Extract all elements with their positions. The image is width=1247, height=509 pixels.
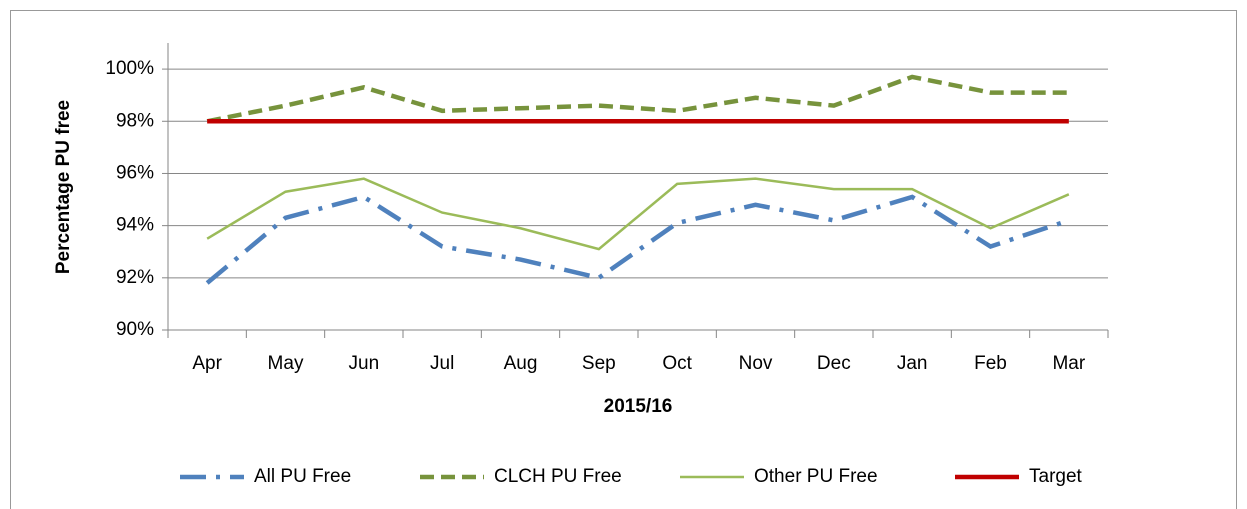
x-tick-label: Jan bbox=[897, 353, 928, 374]
x-tick-label: Jun bbox=[349, 353, 380, 374]
x-tick-label: Oct bbox=[662, 353, 692, 374]
x-tick-label: May bbox=[268, 353, 304, 374]
x-axis-label: 2015/16 bbox=[604, 396, 673, 417]
legend-label: All PU Free bbox=[254, 466, 351, 487]
series-line bbox=[206, 177, 1070, 251]
x-tick-label: Mar bbox=[1052, 353, 1085, 374]
y-tick-label: 96% bbox=[116, 162, 154, 183]
legend-label: Other PU Free bbox=[754, 466, 878, 487]
x-tick-label: Feb bbox=[974, 353, 1007, 374]
x-tick-label: Apr bbox=[192, 353, 222, 374]
y-tick-label: 98% bbox=[116, 110, 154, 131]
x-tick-label: Jul bbox=[430, 353, 454, 374]
legend-label: CLCH PU Free bbox=[494, 466, 622, 487]
x-tick-label: Aug bbox=[504, 353, 538, 374]
legend-label: Target bbox=[1029, 466, 1083, 487]
series-line bbox=[205, 194, 1070, 285]
x-tick-label: Dec bbox=[817, 353, 851, 374]
y-axis-label: Percentage PU free bbox=[53, 100, 74, 274]
y-tick-label: 100% bbox=[105, 58, 154, 79]
y-tick-label: 92% bbox=[116, 267, 154, 288]
x-tick-label: Sep bbox=[582, 353, 616, 374]
x-tick-label: Nov bbox=[739, 353, 773, 374]
y-tick-label: 94% bbox=[116, 215, 154, 236]
y-tick-label: 90% bbox=[116, 319, 154, 340]
